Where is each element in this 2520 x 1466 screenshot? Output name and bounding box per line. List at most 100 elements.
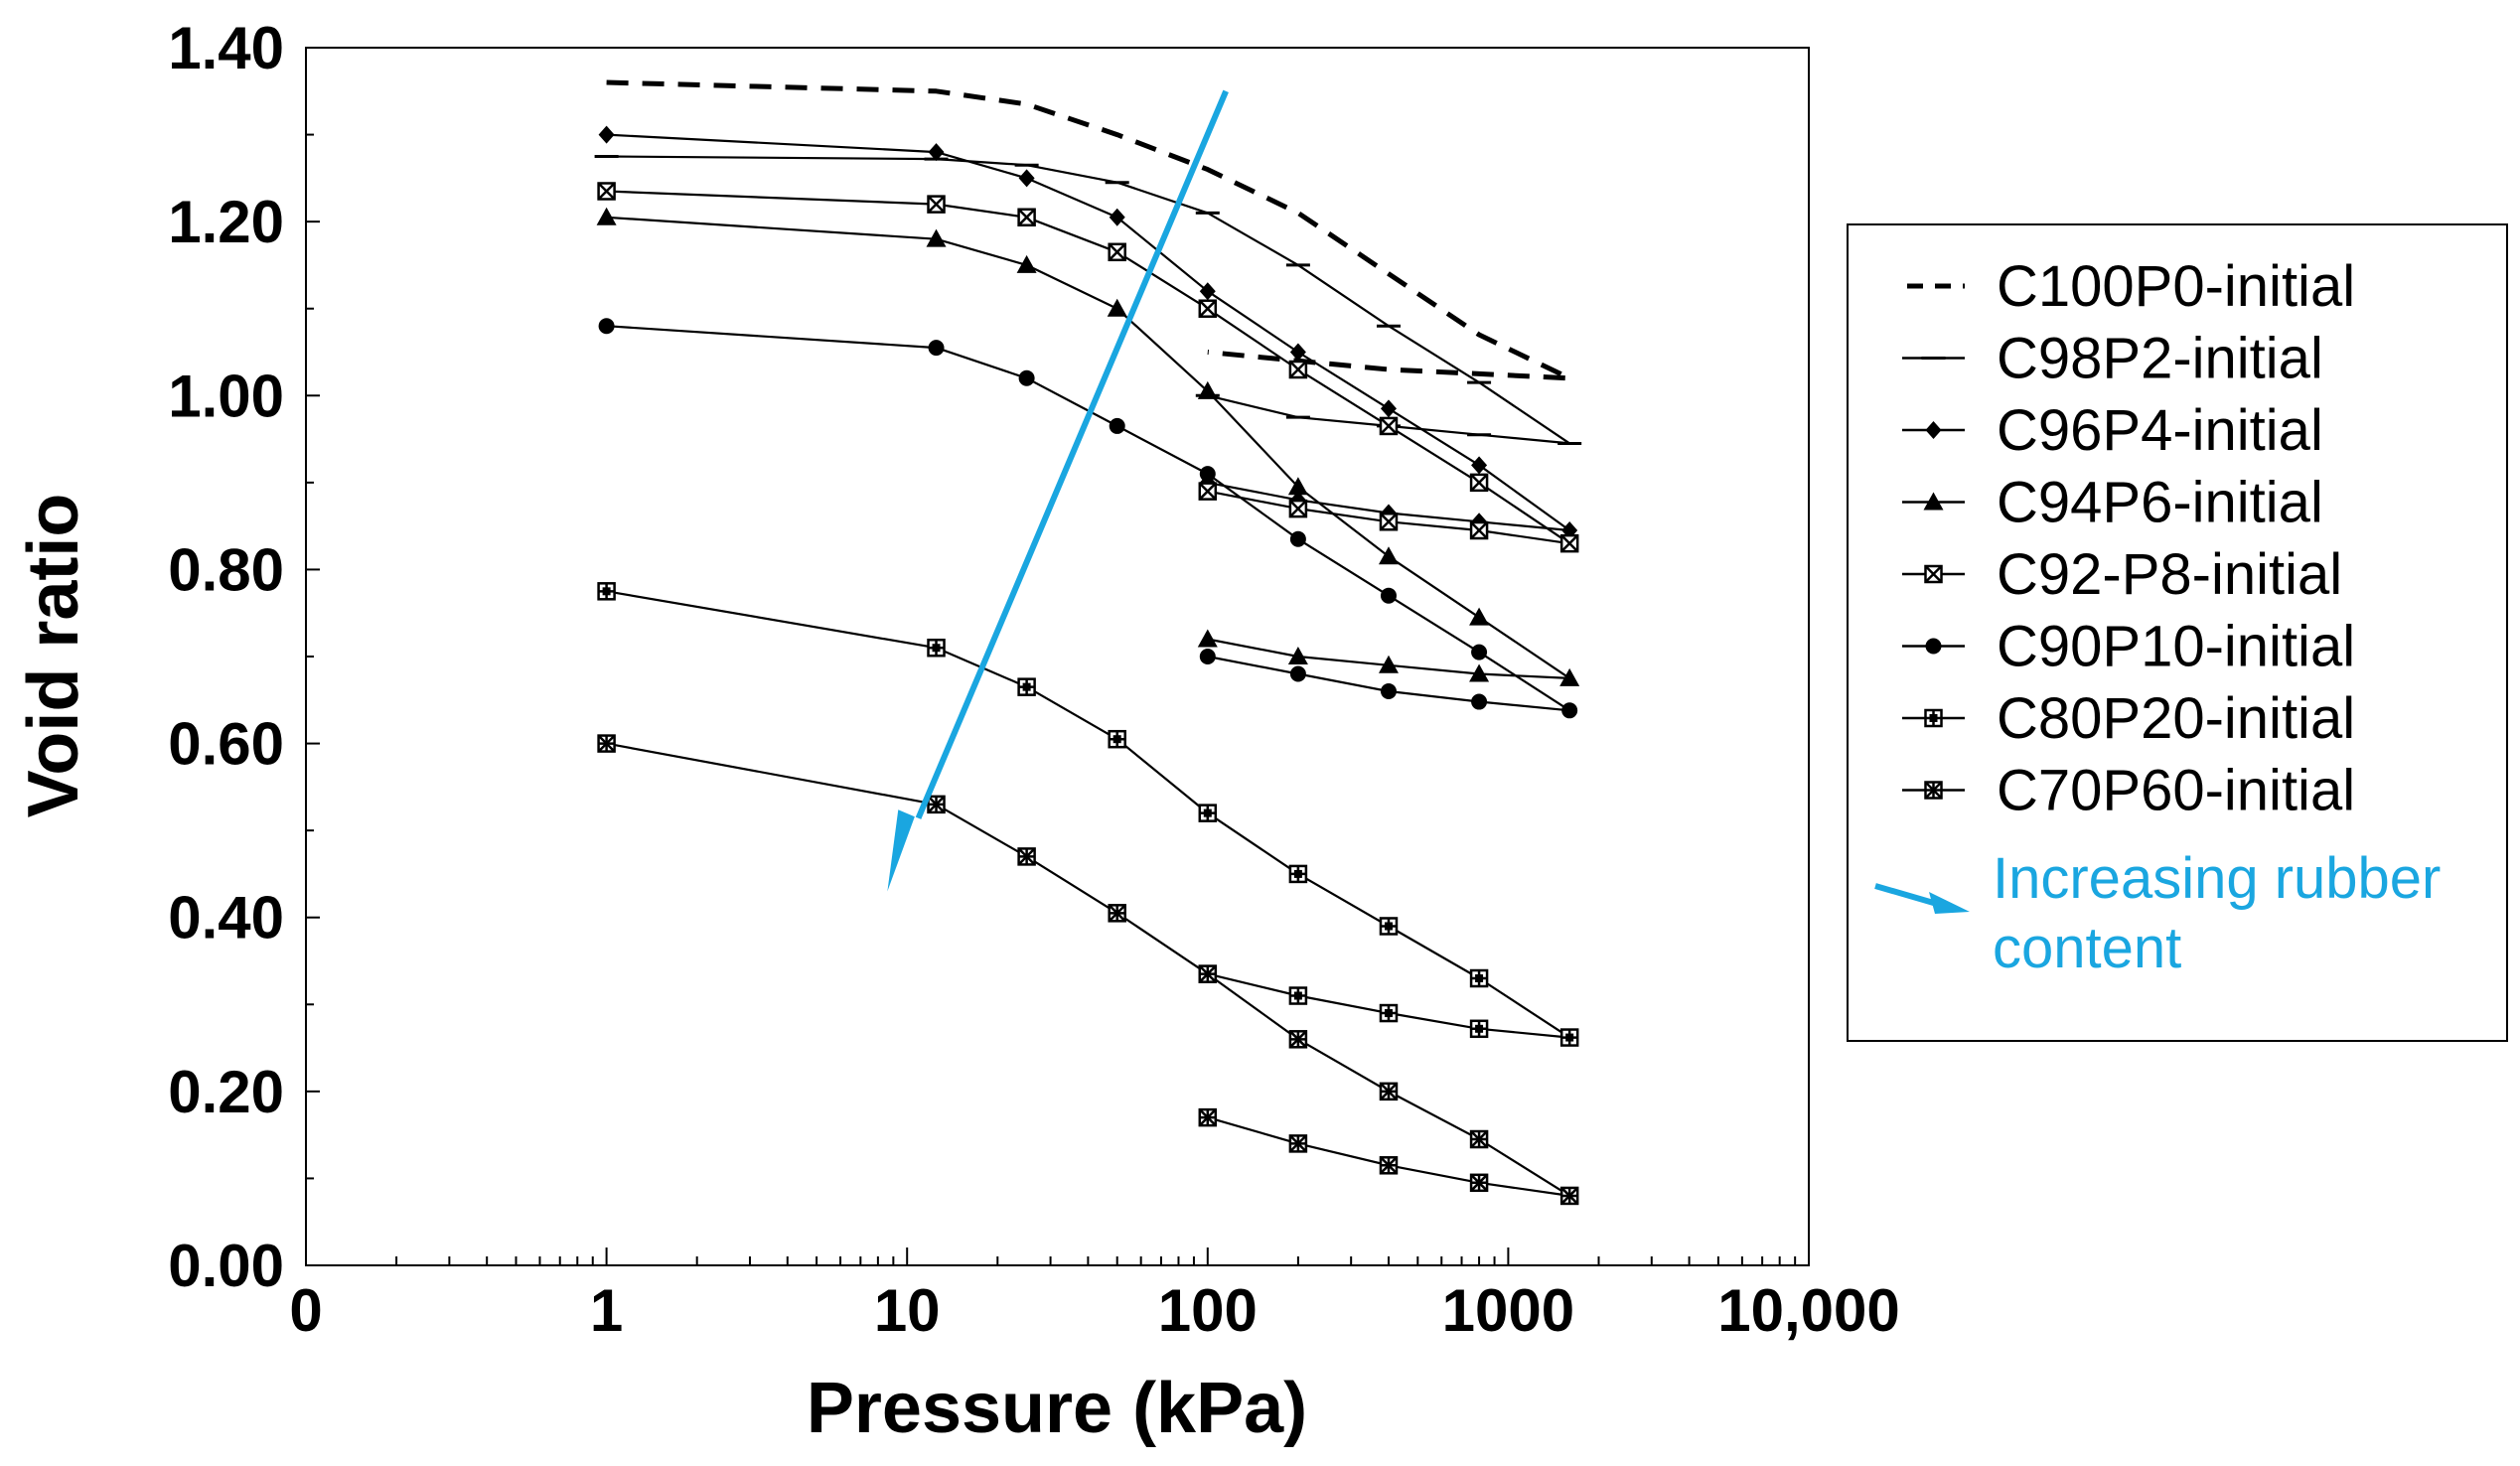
data-point <box>1289 665 1306 682</box>
data-point <box>598 125 615 144</box>
plot-area <box>305 47 1810 1266</box>
data-point <box>1469 607 1490 626</box>
data-point <box>1559 667 1580 686</box>
legend-arrow-head <box>1929 892 1970 914</box>
data-point <box>597 182 616 201</box>
marker-fill <box>1384 1009 1393 1018</box>
data-point <box>1379 1082 1399 1101</box>
marker-stroke <box>927 195 946 214</box>
series-C92-P8-initial <box>597 182 1579 553</box>
data-point <box>597 734 616 753</box>
legend-label: C80P20-initial <box>1997 686 2355 751</box>
x-tick-label: 10,000 <box>1717 1277 1900 1344</box>
data-point <box>1109 417 1125 434</box>
legend-marker <box>1925 638 1942 655</box>
data-point <box>1287 647 1308 664</box>
data-point <box>1288 360 1308 379</box>
legend-item: C98P2-initial <box>1902 327 2323 391</box>
y-tick-label: 0.80 <box>168 536 284 603</box>
y-tick-labels: 0.00 0.20 0.40 0.60 0.80 1.00 1.20 1.40 <box>168 15 284 1299</box>
data-point <box>1559 533 1579 553</box>
data-point <box>1288 864 1308 884</box>
series-line <box>606 79 1572 381</box>
data-point <box>1379 513 1399 531</box>
marker-stroke <box>1289 361 1307 378</box>
data-point <box>1469 1129 1489 1149</box>
data-point <box>1287 477 1308 496</box>
y-tick-label: 0.00 <box>168 1233 284 1299</box>
data-point <box>1559 1186 1579 1206</box>
data-point <box>1378 655 1399 673</box>
legend-item: C100P0-initial <box>1907 254 2355 319</box>
data-point <box>1018 169 1035 188</box>
data-point <box>928 340 945 357</box>
data-point <box>1559 1028 1579 1047</box>
data-point <box>1108 242 1126 262</box>
marker-stroke <box>1198 299 1217 318</box>
legend-annotation-label: Increasing rubber <box>1993 846 2441 911</box>
data-point <box>1288 986 1308 1005</box>
data-point <box>1289 343 1306 362</box>
x-axis-title: Pressure (kPa) <box>807 1369 1307 1448</box>
x-tick-label: 100 <box>1158 1277 1258 1344</box>
marker-stroke <box>1470 521 1488 539</box>
data-point <box>1198 1107 1218 1127</box>
legend-marker <box>1925 421 1942 439</box>
x-tick-labels: 0 1 10 100 1000 10,000 <box>289 1277 1899 1344</box>
marker-stroke <box>1289 500 1307 518</box>
data-point <box>1107 298 1127 317</box>
legend-label: C92-P8-initial <box>1997 542 2342 607</box>
data-point <box>1288 499 1308 518</box>
series-C90P10-initial <box>598 318 1578 719</box>
axis-ticks <box>305 47 1797 1266</box>
data-point <box>1017 208 1036 227</box>
legend-box <box>1847 223 2508 1042</box>
data-point <box>927 795 946 814</box>
data-point <box>1198 804 1218 822</box>
data-point <box>928 143 945 162</box>
marker-fill <box>1929 714 1938 722</box>
data-point <box>1108 904 1126 923</box>
data-point <box>1199 466 1216 483</box>
legend-item: C80P20-initial <box>1902 686 2355 751</box>
marker-stroke <box>1924 565 1943 583</box>
data-point <box>1197 629 1218 648</box>
data-point <box>1471 644 1488 660</box>
data-point <box>1199 649 1216 664</box>
marker-stroke <box>597 182 616 201</box>
marker-fill <box>1565 1033 1574 1042</box>
data-point <box>1198 299 1218 318</box>
marker-stroke <box>1380 513 1398 531</box>
data-point <box>596 207 617 225</box>
data-point <box>1288 1030 1308 1049</box>
marker-fill <box>1475 1024 1484 1033</box>
marker-fill <box>1475 974 1484 983</box>
marker-fill <box>602 587 611 596</box>
data-point <box>1379 917 1399 936</box>
legend-label: C94P6-initial <box>1997 471 2323 535</box>
data-point <box>1018 369 1035 386</box>
legend-annotation-label: content <box>1993 916 2181 980</box>
data-point <box>1561 702 1578 719</box>
data-point <box>1017 847 1036 866</box>
data-point <box>1380 399 1397 418</box>
legend-item: C96P4-initial <box>1902 398 2323 463</box>
legend-label: C100P0-initial <box>1997 254 2355 319</box>
y-tick-label: 0.20 <box>168 1059 284 1125</box>
y-axis-title: Void ratio <box>14 494 93 818</box>
data-point <box>1378 546 1399 565</box>
legend-marker <box>1924 781 1943 800</box>
marker-fill <box>932 644 941 653</box>
arrow-head <box>887 809 915 892</box>
data-point <box>1379 416 1399 436</box>
marker-stroke <box>1108 242 1126 261</box>
y-tick-label: 0.60 <box>168 711 284 778</box>
legend-item: C94P6-initial <box>1902 471 2323 535</box>
arrow-shaft <box>915 89 1229 819</box>
marker-stroke <box>1380 417 1398 435</box>
legend-marker <box>1924 564 1943 584</box>
data-point <box>597 582 616 601</box>
y-tick-label: 1.20 <box>168 189 284 255</box>
marker-fill <box>1384 922 1393 931</box>
